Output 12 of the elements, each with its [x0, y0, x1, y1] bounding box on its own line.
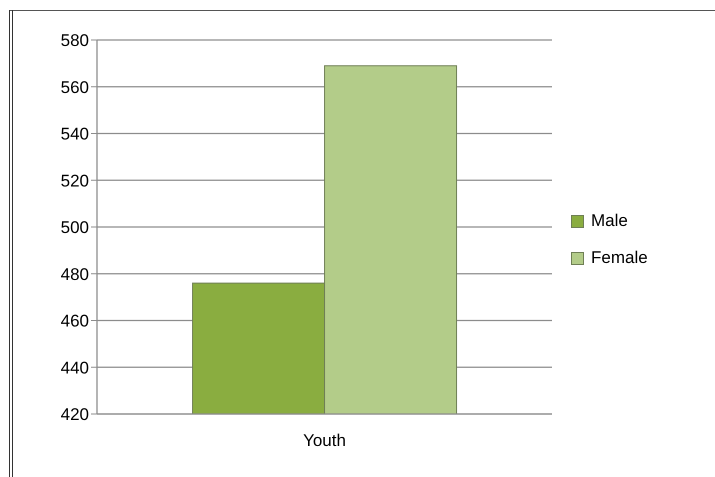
- y-tick-label: 540: [60, 124, 89, 144]
- legend-label: Female: [591, 248, 648, 268]
- y-tick-label: 560: [60, 78, 89, 97]
- legend-label: Male: [591, 211, 628, 231]
- y-tick-label: 520: [60, 171, 89, 190]
- y-tick-label: 420: [60, 405, 89, 424]
- x-tick-label: Youth: [303, 431, 346, 450]
- y-tick-label: 460: [60, 312, 89, 331]
- y-tick-label: 580: [60, 31, 89, 50]
- y-tick-label: 440: [60, 358, 89, 378]
- y-tick-label: 480: [60, 264, 89, 284]
- y-tick-label: 500: [60, 218, 89, 238]
